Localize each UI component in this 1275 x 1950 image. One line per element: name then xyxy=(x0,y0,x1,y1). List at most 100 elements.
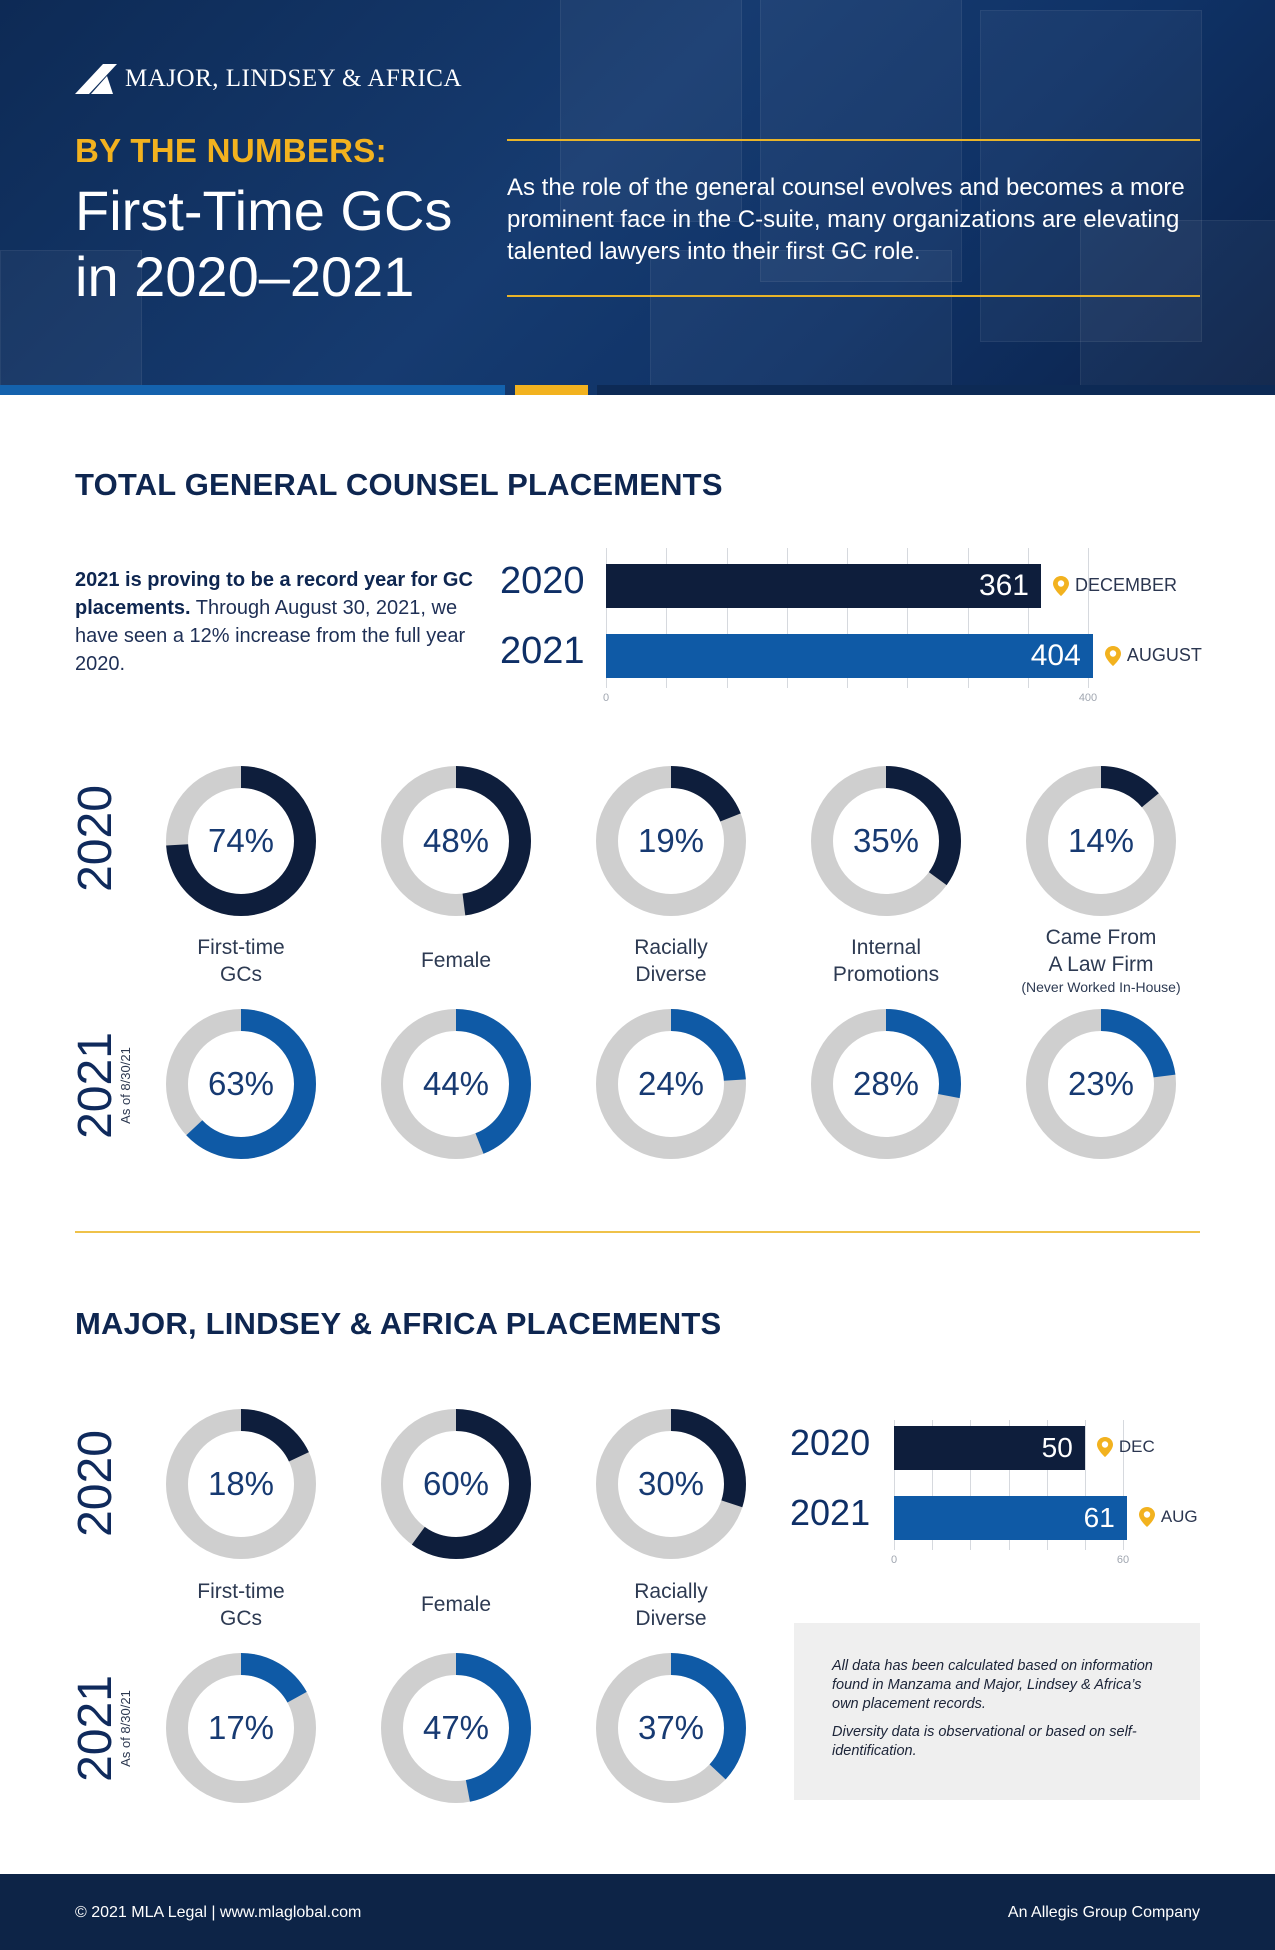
donut-segment xyxy=(596,766,746,916)
donut-segment xyxy=(381,1009,531,1159)
category-name: Racially Diverse xyxy=(634,936,708,986)
record-year-blurb: 2021 is proving to be a record year for … xyxy=(75,566,475,678)
donut-svg xyxy=(596,766,746,916)
grid-line xyxy=(726,548,728,688)
donut-value-label: 74% xyxy=(207,822,275,859)
donut-value-label: 60% xyxy=(422,1465,490,1502)
mla-placements-bar-chart: 0 60 2020 50 DEC 2021 61 AUG xyxy=(790,1420,1200,1570)
donut-segment xyxy=(166,1409,316,1559)
map-pin-icon xyxy=(1104,645,1121,666)
donut-chart: 63% xyxy=(166,1009,316,1159)
donut-track xyxy=(166,1409,316,1559)
bar-value-label: 50 xyxy=(1041,1432,1073,1463)
donut-value-label: 44% xyxy=(422,1065,490,1102)
donut-chart: 19% xyxy=(596,766,746,916)
header-banner xyxy=(0,0,1275,395)
annotation-text: AUG xyxy=(1160,1507,1198,1526)
donut-value-label: 14% xyxy=(1067,822,1135,859)
note-paragraph-1: All data has been calculated based on in… xyxy=(832,1658,1153,1712)
category-name: First-time GCs xyxy=(197,1580,285,1630)
donut-track xyxy=(166,1009,316,1159)
category-name: Internal Promotions xyxy=(832,936,940,986)
header-underline-blue xyxy=(0,385,505,395)
category-name: Racially Diverse xyxy=(634,1580,708,1630)
mla-logo-icon xyxy=(75,64,117,94)
donut-svg xyxy=(381,766,531,916)
donut-track xyxy=(381,766,531,916)
donut-chart: 23% xyxy=(1026,1009,1176,1159)
donut-segment xyxy=(596,1653,746,1803)
section-divider xyxy=(75,1231,1200,1233)
donut-svg xyxy=(166,766,316,916)
mla-as-of-note: As of 8/30/21 xyxy=(117,1689,133,1767)
donut-segment xyxy=(166,766,316,916)
bar-annotation: AUG xyxy=(1138,1507,1198,1527)
donut-segment xyxy=(596,1409,746,1559)
category-subnote: (Never Worked In-House) xyxy=(1021,979,1181,995)
bar-year-label: 2021 xyxy=(500,630,585,672)
donut-chart: 60% xyxy=(381,1409,531,1559)
grid-line xyxy=(847,548,848,688)
annotation-text: DECEMBER xyxy=(1075,575,1178,595)
title-line-2: in 2020–2021 xyxy=(75,245,415,308)
donut-value-label: 17% xyxy=(207,1709,275,1746)
donut-svg xyxy=(596,1653,746,1803)
grid-line xyxy=(894,1420,895,1550)
donut-segment xyxy=(381,1653,531,1803)
intro-rule-bottom xyxy=(507,295,1200,297)
brand-name: MAJOR, LINDSEY & AFRICA xyxy=(125,65,463,92)
grid-line xyxy=(970,1420,972,1550)
category-name: Came From A Law Firm xyxy=(1045,926,1157,976)
donut-chart: 17% xyxy=(166,1653,316,1803)
donut-value-label: 63% xyxy=(207,1065,275,1102)
bar-year-label: 2020 xyxy=(790,1422,871,1463)
grid-line xyxy=(1123,1420,1124,1550)
axis-tick-label: 60 xyxy=(1116,1554,1130,1566)
category-label: Racially Diverse xyxy=(571,934,771,988)
donut-value-label: 19% xyxy=(637,822,705,859)
mla-as-of-box: As of 8/30/21 xyxy=(80,1663,170,1793)
donut-chart: 74% xyxy=(166,766,316,916)
category-label: Racially Diverse xyxy=(571,1578,771,1632)
grid-line xyxy=(786,548,788,688)
category-label: First-time GCs xyxy=(141,1578,341,1632)
category-label: Female xyxy=(356,1591,556,1618)
donut-track xyxy=(381,1409,531,1559)
brand-logo[interactable]: MAJOR, LINDSEY & AFRICA xyxy=(75,62,462,96)
blurb-rest: Through August 30, 2021, we have seen a … xyxy=(75,597,466,675)
donut-track xyxy=(381,1653,531,1803)
donut-value-label: 30% xyxy=(637,1465,705,1502)
donut-segment xyxy=(381,1409,531,1559)
header-underline-navy xyxy=(597,385,1275,395)
donut-svg xyxy=(381,1409,531,1559)
category-label: Female xyxy=(356,947,556,974)
donut-track xyxy=(596,1409,746,1559)
header-underline-gold xyxy=(515,385,588,395)
donut-segment xyxy=(596,1009,746,1159)
donut-svg xyxy=(381,1009,531,1159)
section-title-total: TOTAL GENERAL COUNSEL PLACEMENTS xyxy=(75,467,723,502)
donut-value-label: 48% xyxy=(422,822,490,859)
footer-copyright[interactable]: © 2021 MLA Legal | www.mlaglobal.com xyxy=(75,1904,362,1921)
donut-value-label: 47% xyxy=(422,1709,490,1746)
section-title-mla: MAJOR, LINDSEY & AFRICA PLACEMENTS xyxy=(75,1306,722,1341)
donut-track xyxy=(811,766,961,916)
donut-svg xyxy=(1026,1009,1176,1159)
donut-svg xyxy=(596,1009,746,1159)
donut-track xyxy=(166,1653,316,1803)
page-title: First-Time GCs in 2020–2021 xyxy=(75,178,495,310)
bar-value-label: 361 xyxy=(978,569,1029,602)
bar-year-label: 2020 xyxy=(500,560,585,602)
grid-line xyxy=(1027,548,1029,688)
donut-chart: 35% xyxy=(811,766,961,916)
donut-track xyxy=(1026,1009,1176,1159)
grid-line xyxy=(907,548,909,688)
intro-text: As the role of the general counsel evolv… xyxy=(507,174,1185,265)
donut-segment xyxy=(811,1009,961,1159)
donut-segment xyxy=(166,1653,316,1803)
category-name: Female xyxy=(420,1593,492,1616)
mla-year-2020-vertical: 2020 xyxy=(68,1429,122,1537)
axis-tick-label: 400 xyxy=(1078,692,1098,704)
donut-value-label: 28% xyxy=(852,1065,920,1102)
category-name: First-time GCs xyxy=(197,936,285,986)
